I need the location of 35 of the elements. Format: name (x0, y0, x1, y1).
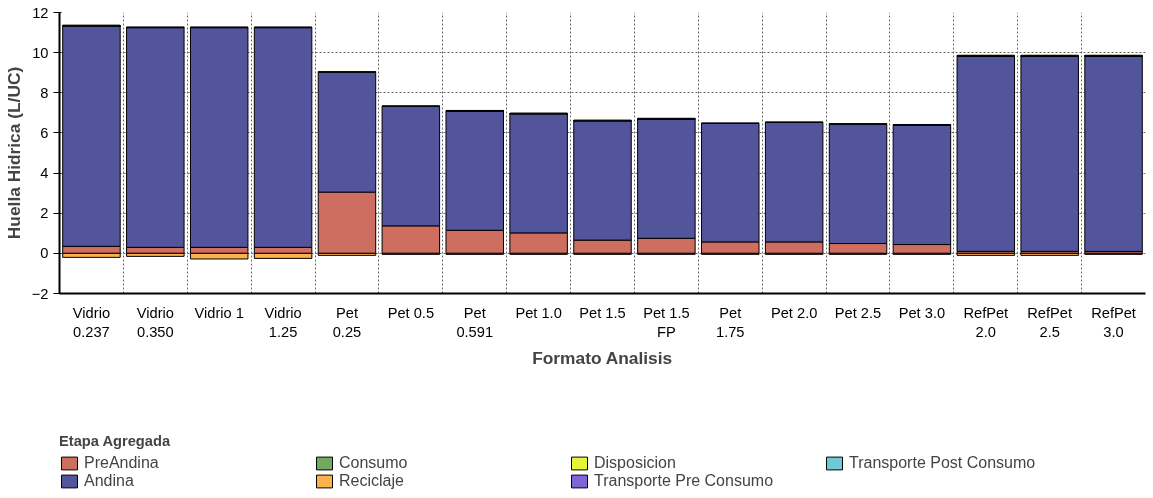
legend-label: PreAndina (84, 454, 160, 472)
legend-title: Etapa Agregada (59, 433, 172, 449)
y-tick-label: 0 (40, 245, 49, 262)
legend-label: Consumo (339, 454, 409, 472)
x-tick-label: RefPet 3.0 (1091, 304, 1136, 340)
y-tick-label: 12 (32, 4, 49, 21)
legend-label: Andina (84, 472, 135, 490)
x-tick-label: RefPet 2.5 (1027, 304, 1073, 340)
legend-label: Transporte Post Consumo (849, 454, 1037, 472)
y-tick-label: −2 (31, 285, 49, 302)
y-tick-label: 8 (40, 84, 49, 101)
x-tick-label: Pet 0.5 (387, 304, 435, 321)
legend-label: Disposicion (594, 454, 677, 472)
x-axis-title: Formato Analisis (532, 347, 673, 368)
x-tick-label: Vidrio 1.25 (264, 304, 302, 340)
x-tick-label: Pet 2.0 (770, 304, 818, 321)
x-tick-label: Pet 1.0 (515, 304, 562, 321)
y-tick-label: 6 (40, 124, 49, 141)
y-tick-label: 10 (32, 44, 49, 61)
y-tick-label: 2 (40, 205, 49, 222)
x-tick-label: Pet 3.0 (898, 304, 946, 321)
y-axis-title: Huella Hidrica (L/UC) (3, 66, 24, 240)
x-tick-label: RefPet 2.0 (963, 304, 1009, 340)
legend-label: Transporte Pre Consumo (594, 472, 775, 490)
x-tick-label: Vidrio 0.350 (136, 304, 174, 340)
y-tick-label: 4 (40, 165, 49, 182)
legend-label: Reciclaje (339, 472, 405, 490)
x-tick-label: Pet 1.75 (716, 304, 745, 340)
x-tick-label: Pet 0.25 (332, 304, 362, 340)
x-tick-label: Vidrio 1 (194, 304, 244, 321)
x-tick-label: Pet 1.5 (579, 304, 626, 321)
x-tick-label: Pet 2.5 (834, 304, 882, 321)
x-tick-label: Pet 0.591 (456, 304, 494, 340)
x-tick-label: Pet 1.5 FP (643, 304, 690, 340)
x-tick-label: Vidrio 0.237 (72, 304, 111, 340)
